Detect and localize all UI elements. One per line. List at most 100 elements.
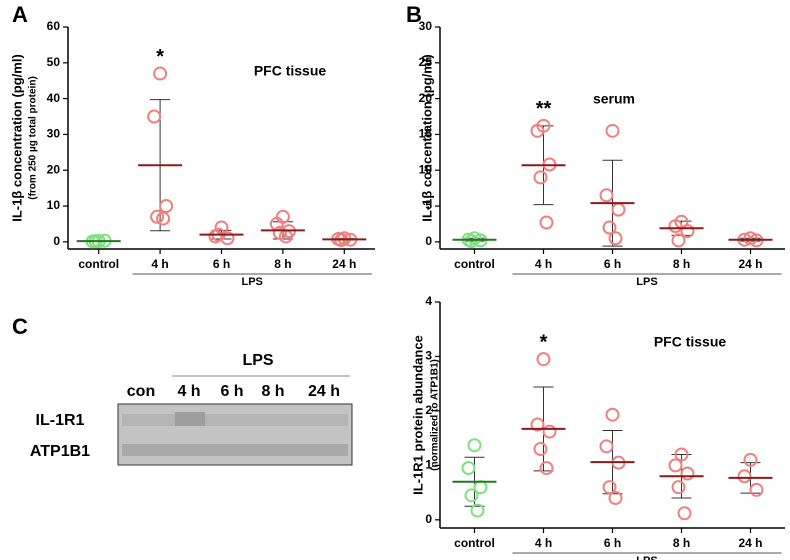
y-axis-sublabel: (normalized to ATP1B1) <box>430 359 441 471</box>
data-point <box>539 461 554 476</box>
y-tick-label: 3 <box>425 349 432 363</box>
western-blot: LPS con 4 h 6 h 8 h 24 h IL-1R1 ATP1B1 <box>30 352 353 466</box>
data-point <box>602 220 617 235</box>
data-point <box>147 109 162 124</box>
row-label: IL-1R1 <box>36 412 85 429</box>
chart-title: PFC tissue <box>254 63 327 79</box>
x-tick-label: 8 h <box>274 257 291 271</box>
lane-label: 8 h <box>261 383 284 400</box>
y-tick-label: 25 <box>419 55 433 69</box>
y-axis-label: IL-1R1 protein abundance <box>410 335 425 495</box>
data-point <box>743 452 758 467</box>
data-point <box>539 215 554 230</box>
data-point <box>599 439 614 454</box>
panel-label: C <box>12 314 28 339</box>
data-point <box>461 461 476 476</box>
data-point <box>602 480 617 495</box>
data-point <box>671 480 686 495</box>
data-point <box>533 442 548 457</box>
x-tick-label: control <box>78 257 119 271</box>
data-point <box>608 231 623 246</box>
data-point <box>668 219 683 234</box>
data-point <box>159 199 174 214</box>
data-point <box>743 231 758 246</box>
data-point <box>680 224 695 239</box>
blot-band <box>175 412 205 426</box>
x-tick-label: 6 h <box>604 257 621 271</box>
chart-title: serum <box>593 91 635 107</box>
data-point <box>467 231 482 246</box>
x-tick-label: 4 h <box>535 536 552 550</box>
y-tick-label: 15 <box>419 127 433 141</box>
y-tick-label: 20 <box>419 91 433 105</box>
x-tick-label: 6 h <box>604 536 621 550</box>
data-point <box>671 233 686 248</box>
data-point <box>533 170 548 185</box>
y-tick-label: 20 <box>47 162 61 176</box>
data-point <box>153 66 168 81</box>
blot-group-label: LPS <box>242 352 273 369</box>
y-tick-label: 0 <box>425 512 432 526</box>
data-point <box>156 211 171 226</box>
significance-mark: * <box>540 331 548 353</box>
x-tick-label: 4 h <box>535 257 552 271</box>
group-label: LPS <box>241 276 262 288</box>
lane-label: 4 h <box>177 383 200 400</box>
data-point <box>668 458 683 473</box>
data-point <box>530 123 545 138</box>
panel-label: A <box>12 2 28 27</box>
y-tick-label: 40 <box>47 91 61 105</box>
blot-band <box>122 414 348 426</box>
data-point <box>608 491 623 506</box>
lane-label: 6 h <box>220 383 243 400</box>
data-point <box>467 438 482 453</box>
data-point <box>220 231 235 246</box>
x-tick-label: 24 h <box>738 536 762 550</box>
blot-band <box>122 444 348 456</box>
data-point <box>737 469 752 484</box>
chart-title: PFC tissue <box>654 334 727 350</box>
data-point <box>530 417 545 432</box>
y-tick-label: 1 <box>425 458 432 472</box>
x-tick-label: 24 h <box>738 257 762 271</box>
x-tick-label: control <box>454 257 495 271</box>
y-tick-label: 4 <box>425 294 432 308</box>
group-label: LPS <box>636 555 657 560</box>
data-point <box>536 352 551 367</box>
data-point <box>674 447 689 462</box>
lane-label: 24 h <box>308 383 340 400</box>
x-tick-label: 8 h <box>673 536 690 550</box>
significance-mark: * <box>156 46 164 68</box>
data-point <box>599 188 614 203</box>
y-tick-label: 2 <box>425 403 432 417</box>
data-point <box>605 123 620 138</box>
x-tick-label: 24 h <box>332 257 356 271</box>
y-tick-label: 30 <box>47 127 61 141</box>
data-point <box>542 424 557 439</box>
y-tick-label: 5 <box>425 198 432 212</box>
y-axis-label: IL-1β concentration (pg/ml) <box>419 54 434 222</box>
y-axis-sublabel: (from 250 µg total protein) <box>28 76 39 200</box>
data-point <box>470 503 485 518</box>
y-tick-label: 0 <box>425 234 432 248</box>
x-tick-label: control <box>454 536 495 550</box>
y-tick-label: 0 <box>53 234 60 248</box>
data-point <box>677 506 692 521</box>
group-label: LPS <box>636 276 657 288</box>
x-tick-label: 6 h <box>213 257 230 271</box>
significance-mark: ** <box>536 98 552 120</box>
x-tick-label: 8 h <box>673 257 690 271</box>
data-point <box>464 488 479 503</box>
x-tick-label: 4 h <box>151 257 168 271</box>
y-tick-label: 60 <box>47 19 61 33</box>
y-tick-label: 10 <box>47 198 61 212</box>
y-tick-label: 50 <box>47 55 61 69</box>
data-point <box>680 466 695 481</box>
panel-label: B <box>406 2 422 27</box>
data-point <box>611 202 626 217</box>
data-point <box>749 482 764 497</box>
data-point <box>150 209 165 224</box>
y-tick-label: 30 <box>419 19 433 33</box>
data-point <box>464 234 479 249</box>
